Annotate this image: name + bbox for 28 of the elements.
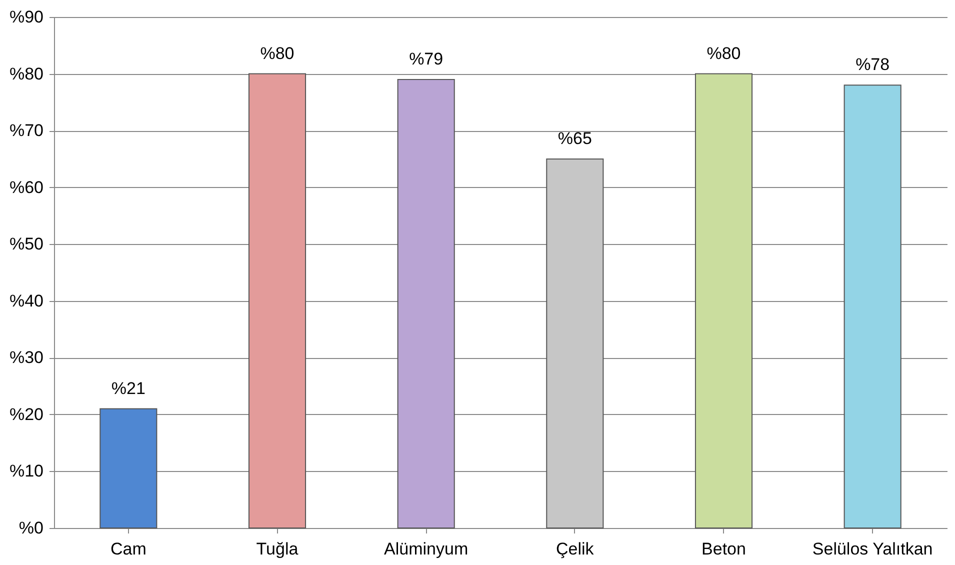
data-label: %65 xyxy=(558,128,592,148)
y-tick-label: %70 xyxy=(9,121,44,140)
x-tick-label: Selülos Yalıtkan xyxy=(812,540,933,558)
y-tick-label: %10 xyxy=(9,462,44,481)
x-tick-label: Cam xyxy=(110,540,146,558)
data-label: %80 xyxy=(260,44,294,63)
y-tick-label: %80 xyxy=(9,64,44,84)
y-tick-label: %50 xyxy=(9,234,44,254)
y-tick-label: %0 xyxy=(18,518,44,538)
y-tick-label: %90 xyxy=(9,8,44,26)
y-tick-label: %20 xyxy=(9,404,44,424)
y-tick-label: %30 xyxy=(9,348,44,368)
bar xyxy=(248,73,306,528)
bar xyxy=(397,78,455,528)
x-tick-label: Tuğla xyxy=(256,540,299,558)
data-label: %78 xyxy=(856,55,890,74)
bar xyxy=(100,408,158,528)
x-tick-label: Beton xyxy=(702,540,746,558)
bar xyxy=(694,73,753,528)
x-tick-label: Alüminyum xyxy=(384,540,468,558)
data-label: %80 xyxy=(706,44,741,63)
y-tick-label: %40 xyxy=(9,291,44,310)
data-label: %21 xyxy=(111,378,146,398)
y-tick-label: %60 xyxy=(9,178,44,197)
data-label: %79 xyxy=(409,49,444,68)
x-tick-label: Çelik xyxy=(556,540,594,558)
bar xyxy=(546,158,604,528)
bar xyxy=(844,84,902,528)
